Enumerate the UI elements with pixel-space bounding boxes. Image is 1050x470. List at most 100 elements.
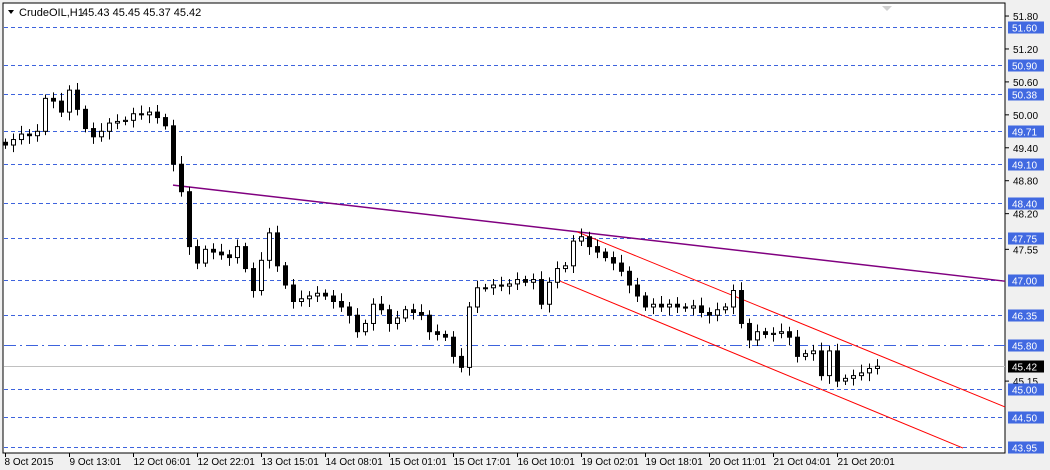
candle <box>459 348 464 373</box>
bear-candle-body <box>347 306 352 316</box>
bull-candle-body <box>579 236 584 242</box>
bull-candle-body <box>691 305 696 309</box>
bull-candle-body <box>851 375 856 379</box>
candle <box>179 156 184 197</box>
candle <box>147 107 152 124</box>
level-label-bg <box>1008 441 1044 454</box>
level-label: 48.40 <box>1012 200 1037 211</box>
dropdown-triangle-icon[interactable] <box>8 10 14 14</box>
scroll-shift-icon[interactable] <box>882 6 892 11</box>
bear-candle-body <box>643 295 648 308</box>
candle <box>835 343 840 388</box>
bear-candle-body <box>219 251 224 256</box>
channel-lower-line[interactable] <box>560 280 964 449</box>
level-label: 49.10 <box>1012 161 1037 172</box>
bull-candle-body <box>475 287 480 308</box>
bear-candle-body <box>275 232 280 267</box>
bear-candle-body <box>427 314 432 333</box>
candle <box>827 345 832 384</box>
bear-candle-body <box>83 108 88 130</box>
candle <box>403 305 408 322</box>
candle <box>771 327 776 342</box>
candle <box>43 94 48 136</box>
bull-candle-body <box>811 350 816 355</box>
time-axis[interactable]: 8 Oct 2015 9 Oct 13:01 12 Oct 06:01 12 Oct … <box>5 453 896 468</box>
bear-candle-body <box>683 306 688 309</box>
level-label: 47.75 <box>1012 235 1037 246</box>
y-tick-label: 49.40 <box>1013 144 1038 155</box>
bull-candle-body <box>563 265 568 270</box>
candle <box>499 276 504 292</box>
candle <box>555 261 560 289</box>
bull-candle-body <box>731 290 736 308</box>
bear-candle-body <box>195 246 200 264</box>
level-label: 43.95 <box>1012 444 1037 455</box>
x-tick-label: 8 Oct 2015 <box>5 457 54 468</box>
candle <box>315 286 320 303</box>
candle <box>483 283 488 292</box>
bear-candle-body <box>291 284 296 302</box>
bull-candle-body <box>371 303 376 324</box>
bear-candle-body <box>387 309 392 324</box>
bear-candle-body <box>139 113 144 116</box>
bull-candle-body <box>259 259 264 292</box>
bull-candle-body <box>515 279 520 285</box>
bear-candle-body <box>379 303 384 311</box>
candle <box>219 243 224 260</box>
candle <box>307 291 312 307</box>
level-label-bg <box>1008 59 1044 72</box>
ohlc-readout: 45.43 45.45 45.37 45.42 <box>82 7 201 19</box>
bear-candle-body <box>451 336 456 357</box>
candle <box>83 105 88 133</box>
candle <box>843 374 848 385</box>
price-axis[interactable]: 51.80 51.20 50.60 50.00 49.40 48.80 48.20 47.55… <box>1005 12 1044 455</box>
candle <box>523 275 528 287</box>
x-tick-label: 20 Oct 11:01 <box>710 457 767 468</box>
candle <box>331 289 336 309</box>
level-label-bg <box>1008 197 1044 210</box>
channel-upper-line[interactable] <box>576 231 1006 408</box>
bull-candle-body <box>715 309 720 316</box>
x-tick-label: 21 Oct 04:01 <box>774 457 832 468</box>
candle <box>251 262 256 298</box>
bull-candle-body <box>147 111 152 116</box>
bear-candle-body <box>179 163 184 193</box>
bear-candle-body <box>675 303 680 308</box>
candle <box>235 239 240 264</box>
y-tick-label: 50.00 <box>1013 111 1038 122</box>
candle <box>779 323 784 339</box>
level-label-bg <box>1008 88 1044 101</box>
bear-candle-body <box>283 265 288 286</box>
candle <box>531 273 536 290</box>
candle <box>275 225 280 272</box>
candle <box>675 297 680 314</box>
candle <box>451 331 456 364</box>
candle <box>579 228 584 247</box>
candle <box>787 326 792 346</box>
bull-candle-body <box>875 365 880 369</box>
candle <box>67 85 72 121</box>
bear-candle-body <box>499 284 504 287</box>
bear-candle-body <box>211 248 216 253</box>
candle <box>411 303 416 320</box>
bull-candle-body <box>571 240 576 267</box>
candle <box>723 303 728 314</box>
bear-candle-body <box>59 100 64 113</box>
bull-candle-body <box>843 377 848 382</box>
plot-area[interactable] <box>2 2 1006 454</box>
bear-candle-body <box>187 191 192 248</box>
candle <box>19 125 24 145</box>
level-label-bg <box>1008 21 1044 34</box>
level-label-bg <box>1008 125 1044 138</box>
bull-candle-body <box>107 122 112 132</box>
level-label-bg <box>1008 309 1044 322</box>
x-tick-label: 12 Oct 22:01 <box>198 457 256 468</box>
candle <box>875 359 880 375</box>
candle <box>811 344 816 361</box>
bull-candle-body <box>651 303 656 308</box>
candle <box>35 124 40 142</box>
bear-candle-body <box>635 284 640 297</box>
candle <box>355 308 360 338</box>
candle <box>635 277 640 303</box>
